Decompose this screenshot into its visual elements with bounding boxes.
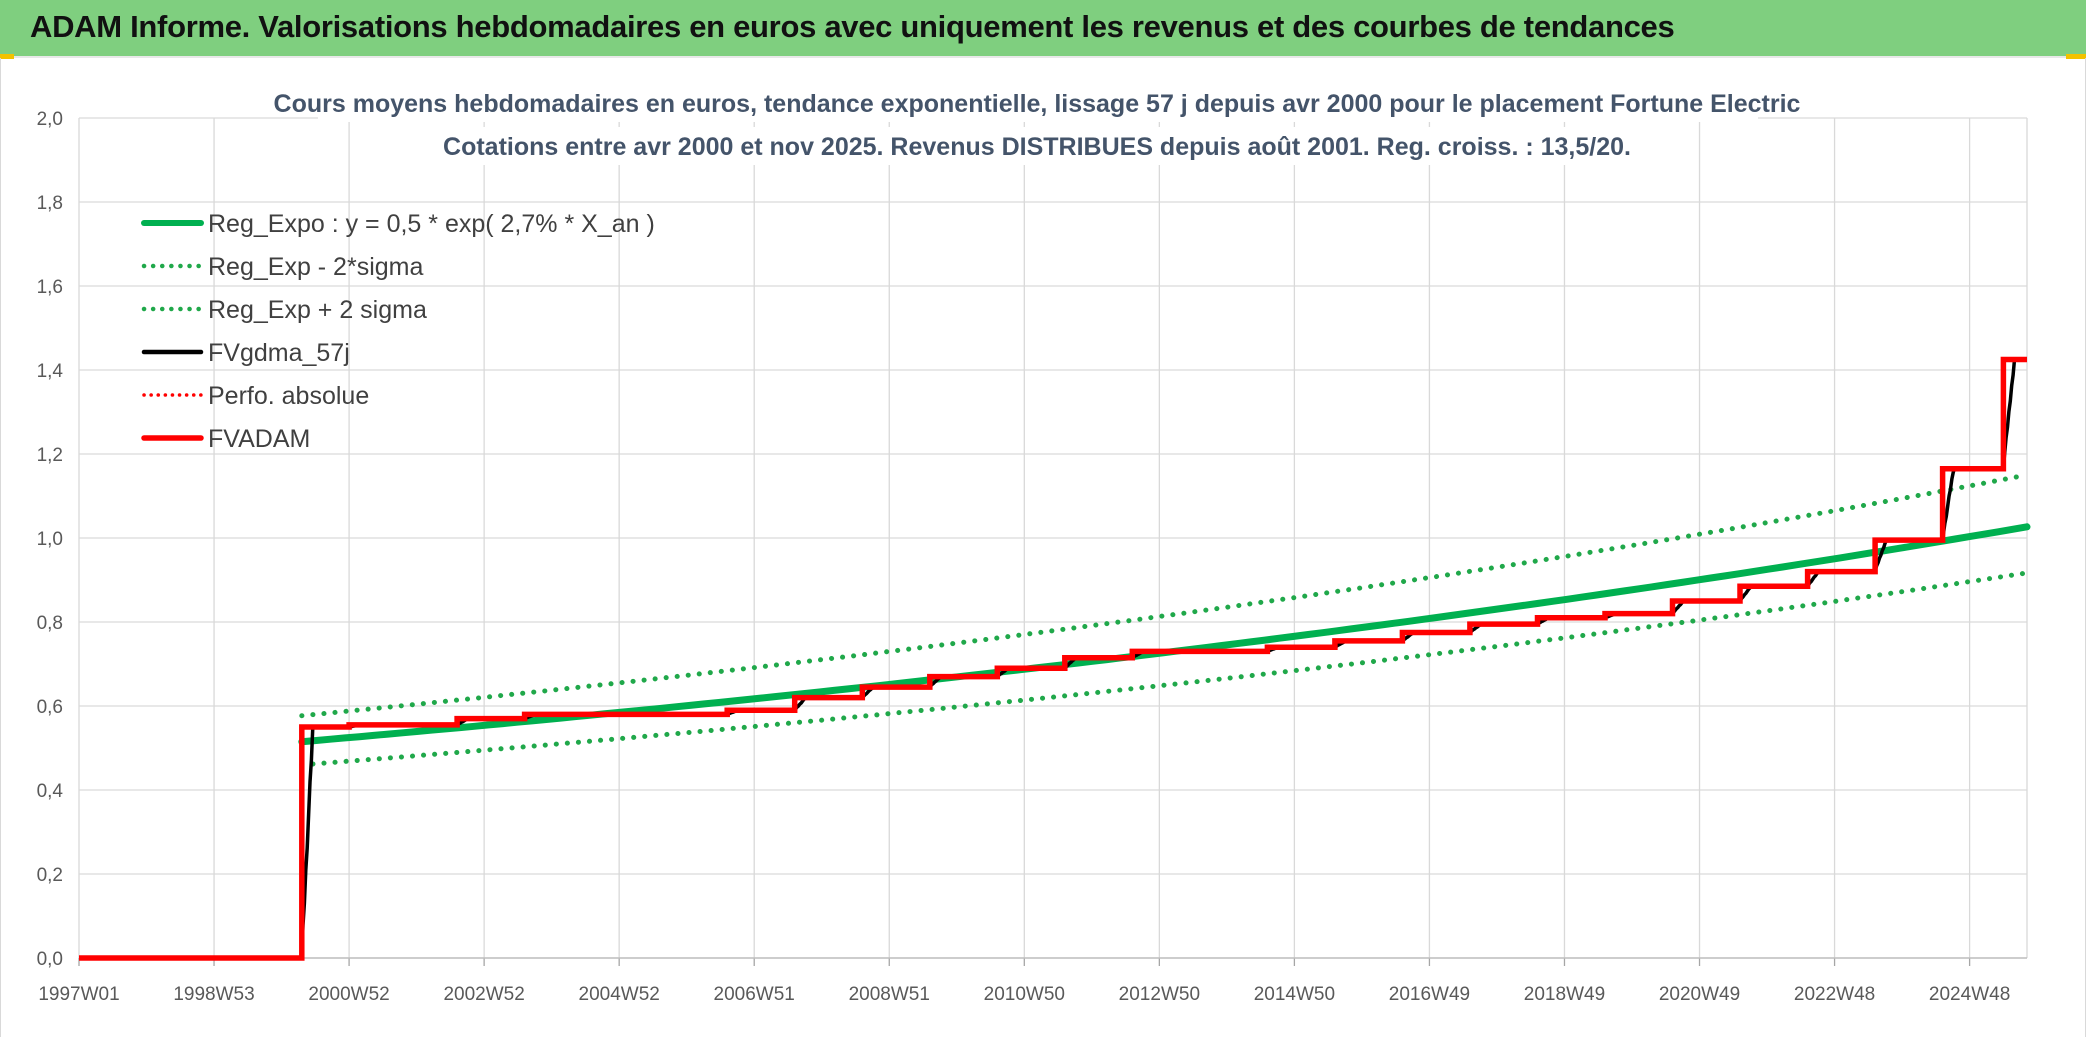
x-tick-label: 2024W48 — [1929, 984, 2010, 1005]
corner-mark-right — [2066, 54, 2086, 59]
series-lines — [79, 356, 2031, 961]
x-tick-label: 2002W52 — [443, 984, 524, 1005]
y-tick-label: 2,0 — [37, 109, 63, 130]
x-tick-label: 1998W53 — [173, 984, 254, 1005]
x-tick-label: 2022W48 — [1794, 984, 1875, 1005]
x-tick-label: 2004W52 — [579, 984, 660, 1005]
y-tick-label: 1,4 — [37, 361, 64, 382]
subtitle-backdrop — [478, 127, 1598, 165]
series-reg-expo — [298, 523, 2031, 746]
series-reg-exp-minus-2-sigma — [299, 570, 2030, 768]
y-tick-label: 0,0 — [37, 949, 63, 970]
title-banner: ADAM Informe. Valorisations hebdomadaire… — [0, 0, 2086, 58]
y-tick-label: 0,2 — [37, 865, 63, 886]
y-tick-label: 1,6 — [37, 277, 63, 298]
chart-subtitle: Cotations entre avr 2000 et nov 2025. Re… — [443, 133, 1631, 161]
y-tick-label: 0,6 — [37, 697, 63, 718]
x-tick-label: 2006W51 — [714, 984, 795, 1005]
legend-label: Reg_Expo : y = 0,5 * exp( 2,7% * X_an ) — [208, 210, 655, 238]
x-tick-label: 2010W50 — [984, 984, 1065, 1005]
x-tick-label: 2020W49 — [1659, 984, 1740, 1005]
x-tick-label: 2018W49 — [1524, 984, 1605, 1005]
y-tick-label: 1,0 — [37, 529, 63, 550]
chart-titles: Cours moyens hebdomadaires en euros, ten… — [274, 90, 1801, 161]
x-tick-label: 2008W51 — [849, 984, 930, 1005]
grid-lines — [78, 84, 2028, 959]
page-title: ADAM Informe. Valorisations hebdomadaire… — [30, 9, 1675, 44]
corner-mark-left — [0, 54, 14, 59]
x-tick-label: 2014W50 — [1254, 984, 1335, 1005]
x-tick-label: 2016W49 — [1389, 984, 1470, 1005]
chart-title: Cours moyens hebdomadaires en euros, ten… — [274, 90, 1801, 118]
y-tick-label: 0,8 — [37, 613, 63, 634]
x-tick-label: 2000W52 — [308, 984, 389, 1005]
legend-label: Perfo. absolue — [208, 382, 369, 410]
y-tick-label: 0,4 — [37, 781, 64, 802]
x-tick-label: 2012W50 — [1119, 984, 1200, 1005]
legend-label: FVADAM — [208, 425, 310, 453]
legend-label: Reg_Exp - 2*sigma — [208, 253, 423, 281]
legend-label: Reg_Exp + 2 sigma — [208, 296, 427, 324]
x-tick-label: 1997W01 — [38, 984, 119, 1005]
series-fvadam — [79, 356, 2027, 961]
axes: 0,0 0,2 0,4 0,6 0,8 1,0 1,2 1,4 1,6 1,8 2,0 1997W01… — [37, 109, 2027, 1005]
y-tick-label: 1,8 — [37, 193, 63, 214]
legend-label: FVgdma_57j — [208, 339, 350, 367]
title-backdrop — [318, 84, 1758, 122]
series-reg-exp-plus-2-sigma — [299, 472, 2030, 719]
legend: Reg_Expo : y = 0,5 * exp( 2,7% * X_an ) R… — [141, 210, 655, 453]
series-fvgdma-57j — [79, 357, 2027, 960]
y-tick-label: 1,2 — [37, 445, 63, 466]
